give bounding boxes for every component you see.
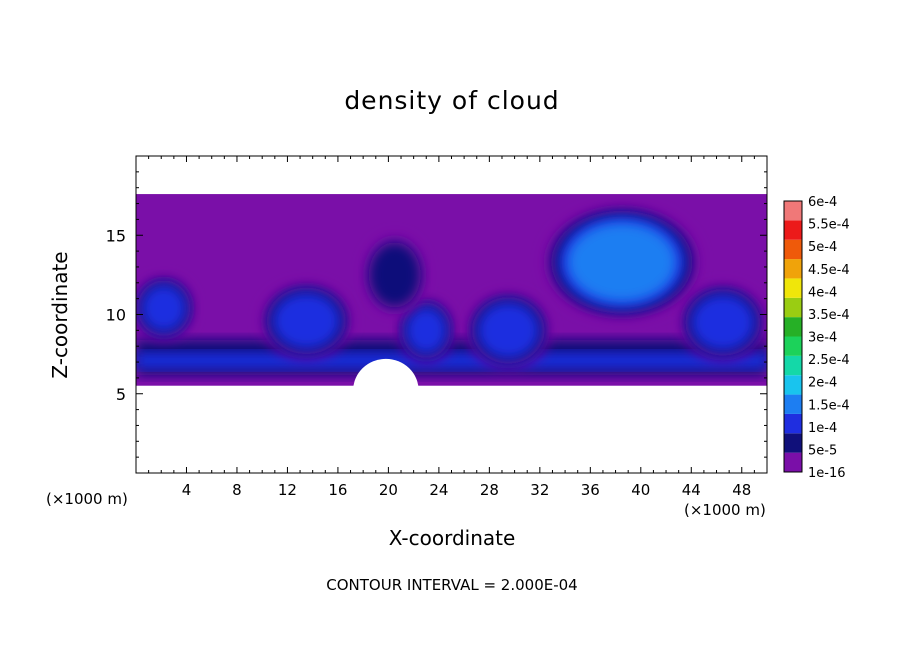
colorbar-label: 3.5e-4 — [808, 308, 850, 323]
x-tick-label: 36 — [581, 481, 600, 499]
cloud-feature — [679, 284, 766, 361]
contour-level — [405, 306, 447, 354]
x-unit-label-right: (×1000 m) — [684, 501, 766, 519]
cloud-feature — [543, 205, 701, 320]
cloud-feature — [136, 276, 195, 340]
colorbar-swatch — [784, 220, 802, 240]
x-tick-label: 8 — [232, 481, 242, 499]
colorbar-swatch — [784, 433, 802, 453]
colorbar-swatch — [784, 317, 802, 337]
contour-level — [567, 222, 677, 303]
colorbar-label: 6e-4 — [808, 195, 837, 210]
colorbar-label: 4e-4 — [808, 285, 837, 300]
cloud-feature — [260, 282, 352, 359]
colorbar-label: 3e-4 — [808, 331, 837, 346]
colorbar-swatch — [784, 452, 802, 472]
colorbar-label: 1.5e-4 — [808, 398, 850, 413]
contour-level — [141, 284, 187, 332]
colorbar-label: 2.5e-4 — [808, 353, 850, 368]
x-tick-label: 48 — [732, 481, 751, 499]
x-axis-label: X-coordinate — [388, 526, 516, 550]
colorbar-swatch — [784, 201, 802, 221]
colorbar-swatch — [784, 259, 802, 279]
x-unit-label-left: (×1000 m) — [46, 490, 128, 508]
cloud-feature — [398, 298, 455, 363]
clear-air-above — [136, 156, 767, 195]
y-tick-label: 5 — [116, 385, 126, 404]
colorbar-swatch — [784, 394, 802, 414]
colorbar-swatch — [784, 239, 802, 260]
x-tick-label: 32 — [530, 481, 549, 499]
colorbar-label: 5.5e-4 — [808, 218, 850, 233]
colorbar-label: 4.5e-4 — [808, 263, 850, 278]
y-tick-label: 15 — [106, 226, 126, 245]
colorbar-label: 2e-4 — [808, 376, 837, 391]
colorbar-label: 5e-4 — [808, 240, 837, 255]
x-tick-label: 40 — [631, 481, 650, 499]
x-tick-label: 44 — [682, 481, 701, 499]
x-tick-label: 24 — [429, 481, 448, 499]
contour-level — [272, 292, 341, 350]
colorbar-swatch — [784, 355, 802, 376]
x-tick-label: 4 — [182, 481, 192, 499]
colorbar-swatch — [784, 297, 802, 318]
contour-interval-note: CONTOUR INTERVAL = 2.000E-04 — [326, 576, 578, 594]
colorbar: 1e-16 5e-5 1e-4 1.5e-4 2e-4 2.5e-4 3e-4 3.5e-4 4… — [783, 195, 850, 481]
colorbar-swatch — [784, 375, 802, 395]
cloud-feature — [363, 235, 427, 315]
chart-title: density of cloud — [344, 86, 560, 115]
contour-level — [690, 294, 755, 351]
colorbar-label: 1e-4 — [808, 421, 837, 436]
colorbar-swatch — [784, 413, 802, 434]
colorbar-swatch — [784, 336, 802, 356]
x-tick-label: 16 — [328, 481, 347, 499]
x-tick-label: 28 — [480, 481, 499, 499]
x-tick-label: 12 — [278, 481, 297, 499]
colorbar-frame — [783, 200, 803, 473]
cloud-base-core — [136, 352, 767, 369]
plot-area — [136, 156, 767, 473]
x-tick-label: 20 — [379, 481, 398, 499]
colorbar-label: 1e-16 — [808, 466, 846, 481]
colorbar-label: 5e-5 — [808, 443, 837, 458]
y-tick-label: 10 — [106, 306, 126, 325]
y-axis-label: Z-coordinate — [48, 251, 72, 379]
cloud-feature — [466, 292, 550, 369]
contour-level — [477, 302, 540, 359]
colorbar-swatch — [784, 278, 802, 298]
clear-air-below — [136, 385, 767, 473]
contour-level — [368, 242, 421, 308]
